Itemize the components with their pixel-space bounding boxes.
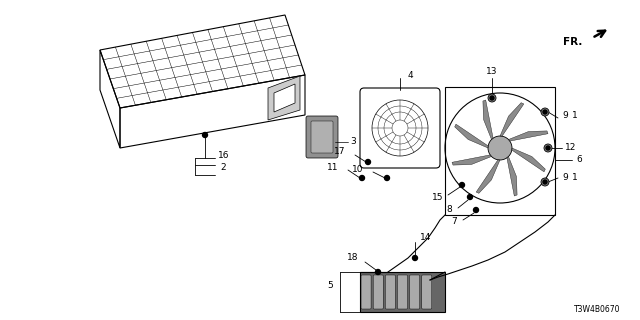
Circle shape [202,132,207,138]
Polygon shape [476,160,500,193]
Text: 13: 13 [486,68,498,76]
Text: 14: 14 [420,234,431,243]
Text: FR.: FR. [563,37,582,47]
Text: 11: 11 [326,163,338,172]
Text: 6: 6 [576,156,582,164]
Polygon shape [274,84,295,112]
Text: 5: 5 [327,281,333,290]
Circle shape [488,94,496,102]
Text: 8: 8 [446,205,452,214]
Text: 15: 15 [431,194,443,203]
Text: 7: 7 [451,218,457,227]
FancyBboxPatch shape [422,275,432,309]
Circle shape [360,175,365,180]
FancyBboxPatch shape [410,275,420,309]
Circle shape [488,136,512,160]
Polygon shape [268,76,300,120]
Circle shape [541,108,549,116]
FancyBboxPatch shape [311,121,333,153]
Circle shape [543,110,547,114]
FancyBboxPatch shape [385,275,396,309]
Circle shape [365,159,371,164]
Polygon shape [483,100,493,140]
Polygon shape [452,155,492,165]
Circle shape [544,144,552,152]
Text: 18: 18 [346,253,358,262]
FancyBboxPatch shape [306,116,338,158]
Circle shape [376,269,381,275]
Polygon shape [509,131,548,141]
Circle shape [467,195,472,199]
Text: 9: 9 [562,110,568,119]
Circle shape [543,180,547,184]
Text: 9: 9 [562,173,568,182]
FancyBboxPatch shape [397,275,408,309]
Text: 1: 1 [572,110,578,119]
Text: 1: 1 [572,173,578,182]
Text: 16: 16 [218,150,230,159]
Polygon shape [507,156,517,196]
Circle shape [541,178,549,186]
Polygon shape [512,148,545,172]
Text: 3: 3 [350,138,356,147]
Polygon shape [500,103,524,136]
Circle shape [546,146,550,150]
Text: T3W4B0670: T3W4B0670 [573,306,620,315]
Circle shape [490,96,494,100]
Text: 4: 4 [408,70,413,79]
Text: 17: 17 [333,148,345,156]
FancyBboxPatch shape [373,275,383,309]
Text: 12: 12 [565,143,577,153]
FancyBboxPatch shape [361,275,371,309]
Polygon shape [454,124,488,148]
FancyBboxPatch shape [360,272,445,312]
Circle shape [413,255,417,260]
Circle shape [460,182,465,188]
Circle shape [474,207,479,212]
Circle shape [385,175,390,180]
Text: 10: 10 [351,165,363,174]
Text: 2: 2 [220,164,226,172]
